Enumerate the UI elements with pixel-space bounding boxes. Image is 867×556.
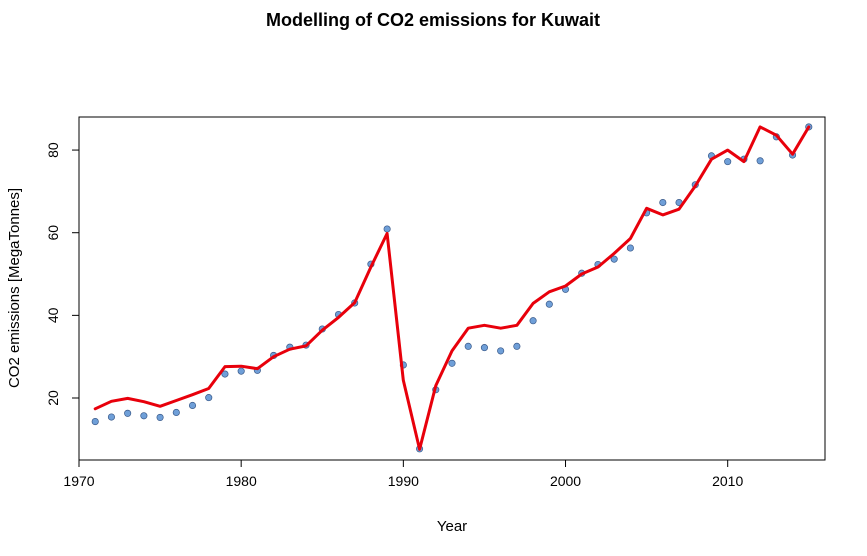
- y-axis: 20 40 60 80: [45, 142, 80, 406]
- x-tick-label: 1980: [226, 473, 257, 489]
- data-point: [156, 413, 164, 421]
- data-point: [383, 225, 391, 233]
- y-tick-label: 40: [45, 307, 61, 323]
- data-point: [545, 300, 553, 308]
- data-point: [724, 158, 732, 166]
- data-point: [237, 367, 245, 375]
- x-axis: 1970 1980 1990 2000 2010: [63, 459, 743, 489]
- data-point: [480, 344, 488, 352]
- series-layer: [91, 123, 813, 453]
- data-point: [172, 408, 180, 417]
- data-point: [188, 401, 197, 410]
- x-tick-label: 2000: [550, 473, 581, 489]
- x-tick-label: 1990: [388, 473, 419, 489]
- data-point: [513, 342, 521, 350]
- data-point: [205, 394, 213, 402]
- data-point: [91, 418, 99, 426]
- x-axis-label: Year: [437, 518, 467, 535]
- y-tick-label: 20: [45, 390, 61, 406]
- data-point: [529, 317, 537, 325]
- x-tick-label: 2010: [712, 473, 743, 489]
- data-point: [221, 370, 229, 378]
- data-point: [756, 157, 764, 165]
- data-point: [610, 255, 618, 263]
- data-point: [626, 244, 634, 252]
- data-point: [497, 347, 505, 355]
- data-point: [448, 359, 456, 367]
- data-point: [107, 413, 115, 421]
- y-axis-label: CO2 emissions [MegaTonnes]: [6, 188, 23, 388]
- x-tick-label: 1970: [63, 473, 94, 489]
- chart-title: Modelling of CO2 emissions for Kuwait: [266, 10, 600, 30]
- data-point: [124, 409, 132, 417]
- y-tick-label: 80: [45, 142, 61, 158]
- y-tick-label: 60: [45, 225, 61, 241]
- model-line: [93, 125, 811, 451]
- data-point: [659, 198, 667, 207]
- data-point: [140, 412, 148, 420]
- data-point: [464, 342, 472, 350]
